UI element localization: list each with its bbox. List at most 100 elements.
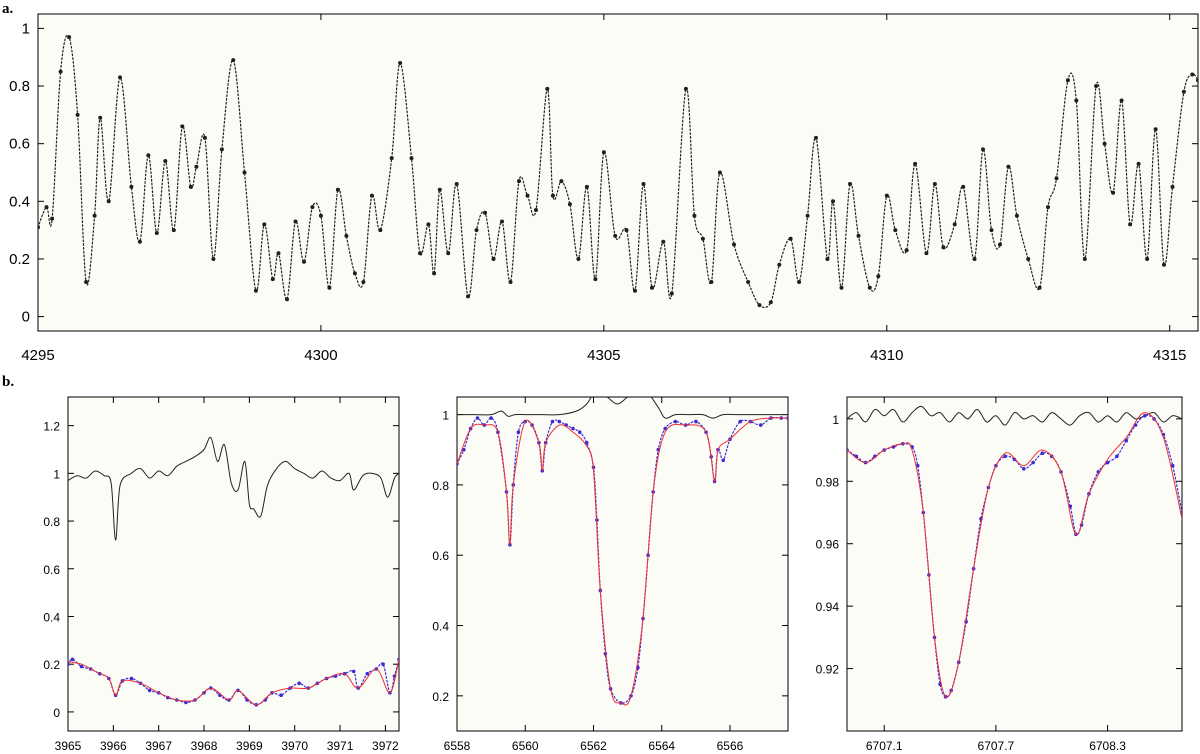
data-point-a-0-10 [118, 75, 122, 80]
data-point-a-0-82 [768, 300, 773, 305]
data-point-b3-1-37 [1143, 413, 1147, 418]
data-point-a-0-60 [550, 193, 555, 198]
data-point-a-0-70 [641, 182, 646, 186]
x-tick-label-b3: 6707.7 [978, 739, 1015, 753]
data-point-a-0-118 [1102, 141, 1107, 146]
data-point-a-0-115 [1074, 98, 1079, 103]
data-point-a-0-42 [398, 61, 403, 65]
data-point-b2-1-17 [557, 419, 562, 424]
data-point-a-0-65 [593, 277, 598, 282]
data-point-a-0-107 [998, 242, 1002, 247]
spectrum-chart-a: 0 0.2 0.4 0.6 0.8 1 4295 4300 4305 4310 4315 [9, 13, 1199, 364]
data-point-a-0-30 [293, 219, 298, 224]
data-point-a-0-45 [426, 222, 431, 227]
x-tick-label-a: 4295 [21, 347, 54, 364]
data-point-a-0-6 [84, 280, 89, 284]
data-point-a-0-117 [1094, 84, 1099, 88]
data-point-a-0-2 [50, 216, 55, 221]
series-line-b1-0 [68, 436, 399, 541]
data-point-a-0-96 [893, 228, 898, 233]
data-point-a-0-119 [1111, 190, 1116, 195]
data-point-a-0-66 [601, 150, 606, 155]
data-point-b2-1-34 [663, 426, 667, 431]
x-tick-label-a: 4310 [870, 347, 903, 364]
data-point-b3-1-24 [1031, 460, 1035, 465]
data-point-a-0-48 [446, 251, 451, 256]
data-point-b1-1-33 [351, 669, 356, 674]
data-point-a-0-61 [559, 179, 564, 184]
data-point-a-0-53 [491, 257, 496, 261]
y-tick-label-a: 0 [22, 309, 30, 326]
data-point-b3-1-40 [1170, 463, 1175, 468]
data-point-a-0-62 [567, 202, 572, 207]
plot-area-b2 [456, 396, 789, 732]
data-point-a-0-89 [831, 199, 835, 204]
series-line-b3-2 [847, 412, 1182, 698]
data-point-a-0-113 [1054, 176, 1059, 181]
y-tick-label-b3: 0.96 [816, 538, 840, 552]
data-point-b2-1-20 [578, 430, 582, 435]
data-point-a-0-105 [981, 147, 985, 152]
y-tick-label-b1: 0.2 [43, 658, 60, 672]
data-point-a-0-85 [797, 280, 802, 284]
data-point-b3-1-35 [1124, 438, 1128, 443]
data-point-a-0-73 [669, 291, 674, 296]
data-point-a-0-14 [154, 231, 159, 235]
plot-area-b3 [846, 396, 1183, 732]
series-line-b2-2 [457, 417, 788, 706]
data-point-a-0-15 [163, 159, 168, 163]
data-point-a-0-108 [1006, 164, 1011, 169]
plot-area-a [37, 13, 1199, 332]
data-point-b1-1-0 [68, 662, 70, 666]
data-point-a-0-22 [219, 147, 224, 152]
data-point-b1-1-37 [381, 662, 385, 666]
y-tick-label-b3: 1 [832, 413, 839, 427]
data-point-b3-1-22 [1012, 457, 1017, 462]
y-tick-label-a: 0.4 [9, 193, 30, 210]
data-point-a-0-5 [75, 112, 80, 117]
data-point-a-0-78 [717, 170, 722, 175]
data-point-a-0-116 [1082, 257, 1087, 261]
x-tick-label-b2: 6560 [512, 739, 539, 753]
data-point-b3-1-25 [1040, 451, 1045, 456]
data-point-b1-1-25 [279, 693, 283, 697]
data-point-a-0-68 [624, 228, 629, 233]
data-point-a-0-46 [432, 271, 437, 276]
data-point-a-0-109 [1014, 213, 1019, 218]
data-point-a-0-128 [1190, 72, 1195, 77]
data-point-a-0-27 [270, 277, 275, 282]
data-point-a-0-20 [202, 135, 207, 140]
data-point-a-0-3 [58, 69, 63, 74]
data-point-a-0-81 [757, 303, 762, 308]
x-tick-label-b1: 3972 [372, 739, 399, 753]
x-tick-label-b2: 6564 [648, 739, 675, 753]
data-point-b2-1-16 [550, 419, 555, 424]
data-point-a-0-55 [508, 280, 513, 284]
data-point-a-0-25 [253, 288, 258, 293]
y-tick-label-a: 0.2 [9, 251, 30, 268]
data-point-b1-1-35 [365, 671, 370, 676]
x-tick-label-b3: 6708.3 [1089, 739, 1126, 753]
data-point-a-0-86 [805, 213, 810, 218]
y-tick-label-b1: 0.8 [43, 515, 60, 529]
data-point-a-0-1 [44, 205, 49, 210]
data-point-a-0-79 [732, 242, 736, 247]
data-point-a-0-75 [692, 213, 697, 218]
data-point-a-0-71 [650, 285, 654, 290]
data-point-a-0-98 [913, 161, 918, 166]
y-tick-label-b2: 0.4 [432, 620, 449, 634]
data-point-b1-1-8 [129, 676, 134, 681]
x-tick-label-b1: 3971 [327, 739, 354, 753]
y-tick-label-a: 1 [22, 20, 30, 37]
y-tick-label-b2: 0.6 [432, 549, 449, 563]
plot-area-b1 [67, 396, 400, 732]
data-point-b1-1-2 [79, 664, 84, 669]
x-tick-label-a: 4300 [304, 347, 337, 364]
data-point-a-0-18 [188, 184, 193, 189]
data-point-a-0-80 [746, 280, 751, 284]
data-point-b2-1-5 [489, 416, 493, 420]
x-tick-label-a: 4305 [587, 347, 620, 364]
data-point-a-0-21 [211, 257, 216, 261]
data-point-a-0-40 [378, 228, 383, 233]
